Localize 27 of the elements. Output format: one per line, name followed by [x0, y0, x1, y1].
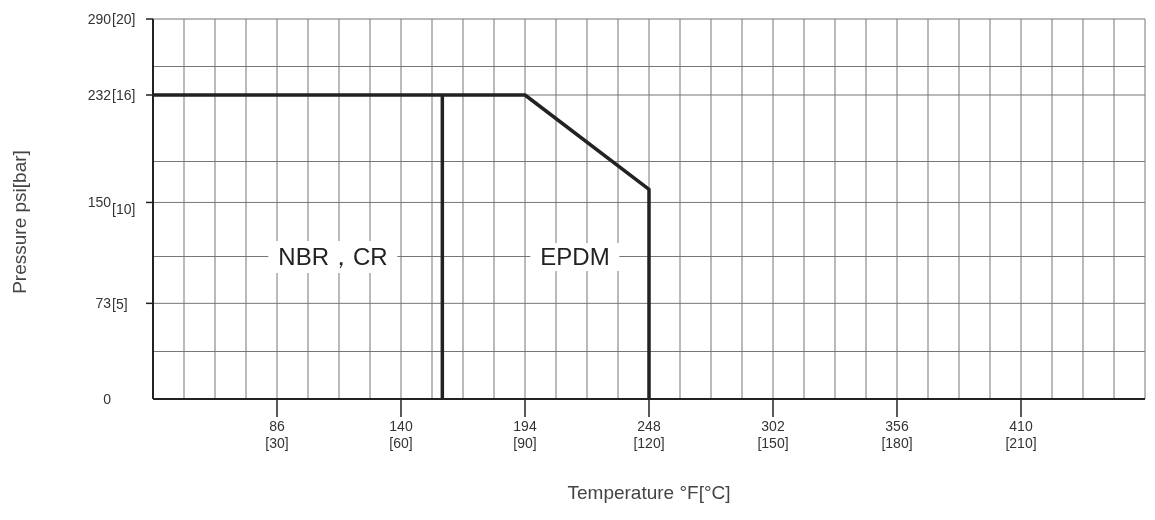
- x-tick-label: 86: [269, 418, 285, 434]
- x2-tick-label: [180]: [881, 435, 913, 451]
- x2-tick-label: [90]: [513, 435, 537, 451]
- x-tick-label: 410: [1009, 418, 1033, 434]
- y2-tick-label: [5]: [112, 296, 128, 312]
- y2-tick-label: [16]: [112, 87, 136, 103]
- y-tick-label: 232: [87, 87, 112, 103]
- annotation: EPDM: [530, 243, 620, 271]
- annotation: NBR，CR: [268, 241, 398, 273]
- x2-tick-label: [210]: [1005, 435, 1037, 451]
- x-tick-label: 140: [389, 418, 413, 434]
- y-tick-label: 150: [87, 194, 112, 211]
- y-tick-label: 0: [103, 391, 112, 407]
- y-axis-title: Pressure psi[bar]: [9, 150, 31, 294]
- x-tick-label: 302: [761, 418, 785, 434]
- y2-tick-label: [10]: [112, 201, 136, 217]
- x2-tick-label: [150]: [757, 435, 789, 451]
- x2-tick-label: [120]: [633, 435, 665, 451]
- x2-tick-label: [60]: [389, 435, 413, 451]
- x-tick-label: 194: [513, 418, 537, 434]
- x-tick-label: 248: [637, 418, 661, 434]
- y-tick-label: 290: [87, 11, 112, 27]
- y-tick-label: 73: [95, 295, 112, 312]
- x-tick-label: 356: [885, 418, 909, 434]
- y2-tick-label: [20]: [112, 11, 136, 27]
- x2-tick-label: [30]: [265, 435, 289, 451]
- x-axis-title: Temperature °F[°C]: [567, 482, 731, 503]
